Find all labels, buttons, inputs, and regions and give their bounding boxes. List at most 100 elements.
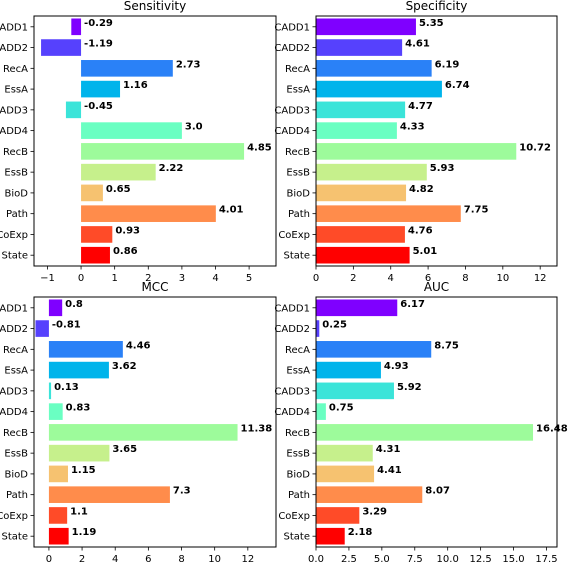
bar-reca xyxy=(48,341,123,358)
y-tick-label: CADD1 xyxy=(0,22,28,33)
bar-path xyxy=(316,205,461,222)
bar-biod xyxy=(316,465,375,483)
data-label: 4.93 xyxy=(384,361,409,372)
bar-state xyxy=(316,527,345,545)
x-tick-label: 12.5 xyxy=(469,554,491,565)
y-tick-label: CADD2 xyxy=(274,324,310,335)
y-tick-label: EssA xyxy=(4,85,28,96)
bar-path xyxy=(48,486,170,503)
y-tick-label: RecB xyxy=(3,428,28,439)
y-tick-label: RecA xyxy=(3,64,28,75)
x-tick-label: 4 xyxy=(112,554,118,565)
y-tick-label: State xyxy=(284,251,310,262)
x-tick-label: 10.0 xyxy=(437,554,459,565)
y-tick-label: EssA xyxy=(286,366,310,377)
y-tick-label: State xyxy=(2,251,28,262)
bar-essb xyxy=(48,444,110,462)
bar-path xyxy=(81,205,216,222)
bar-essb xyxy=(316,163,427,181)
data-label: 5.01 xyxy=(413,246,438,257)
x-tick-label: 0.0 xyxy=(308,554,324,565)
y-tick-label: EssA xyxy=(4,366,28,377)
y-tick-label: EssB xyxy=(4,168,28,179)
bar-essa xyxy=(316,80,442,98)
x-tick-label: 8 xyxy=(462,273,468,284)
y-tick-label: State xyxy=(284,532,310,543)
data-label: 4.46 xyxy=(126,340,151,351)
x-tick-label: 5 xyxy=(246,273,252,284)
subplot-mcc: MCC 0.8 CADD1 -0.81 CADD2 4.46 RecA 3.62 EssA 0.1… xyxy=(0,280,277,565)
bar-coexp xyxy=(48,507,68,524)
data-label: 0.93 xyxy=(115,225,140,236)
y-tick-label: BioD xyxy=(5,469,29,480)
y-tick-label: RecA xyxy=(285,345,310,356)
data-label: 5.93 xyxy=(430,163,455,174)
data-label: 11.38 xyxy=(241,423,273,434)
y-tick-label: Path xyxy=(288,209,310,220)
y-tick-label: CADD1 xyxy=(0,303,28,314)
y-tick-label: CADD4 xyxy=(274,407,310,418)
data-label: 0.8 xyxy=(65,299,83,310)
x-tick-label: 2 xyxy=(79,554,85,565)
bar-cadd3 xyxy=(65,101,82,119)
y-tick-label: CADD2 xyxy=(274,43,310,54)
y-tick-label: Path xyxy=(288,490,310,501)
data-label: 4.01 xyxy=(219,205,244,216)
x-tick-label: 12 xyxy=(241,554,254,565)
bar-biod xyxy=(316,184,407,202)
y-tick-label: CADD4 xyxy=(274,126,310,137)
data-label: -0.81 xyxy=(52,320,81,331)
y-tick-label: CADD2 xyxy=(0,324,28,335)
data-label: 3.0 xyxy=(185,122,203,133)
y-tick-label: RecB xyxy=(285,428,310,439)
data-label: 6.17 xyxy=(400,299,425,310)
chart-title: AUC xyxy=(424,280,449,294)
subplot-specificity: Specificity 5.35 CADD1 4.61 CADD2 6.19 RecA 6.7… xyxy=(274,0,558,284)
bar-reca xyxy=(316,341,432,358)
data-label: 4.61 xyxy=(405,39,430,50)
data-label: 3.29 xyxy=(362,506,387,517)
x-tick-label: 1 xyxy=(111,273,117,284)
y-tick-label: CADD3 xyxy=(0,105,28,116)
data-label: 1.1 xyxy=(70,506,88,517)
bar-cadd3 xyxy=(48,382,52,400)
bar-essa xyxy=(48,361,109,379)
x-tick-label: 12 xyxy=(534,273,547,284)
data-label: 3.62 xyxy=(112,361,137,372)
bar-essb xyxy=(316,444,373,462)
bar-cadd4 xyxy=(316,403,326,420)
y-tick-label: CoExp xyxy=(278,230,310,241)
data-label: 8.75 xyxy=(434,340,459,351)
y-tick-label: BioD xyxy=(287,188,311,199)
chart-title: MCC xyxy=(141,280,168,294)
bar-recb xyxy=(316,143,517,160)
bar-biod xyxy=(48,465,68,483)
data-label: 4.41 xyxy=(377,465,402,476)
x-tick-label: 3 xyxy=(179,273,185,284)
x-tick-label: 8 xyxy=(178,554,184,565)
x-tick-label: −1 xyxy=(40,273,55,284)
y-tick-label: EssA xyxy=(286,85,310,96)
bar-state xyxy=(316,246,410,264)
bar-cadd2 xyxy=(41,39,82,56)
bar-recb xyxy=(48,424,238,441)
bar-path xyxy=(316,486,423,503)
y-tick-label: EssB xyxy=(4,449,28,460)
data-label: 10.72 xyxy=(519,142,551,153)
data-label: 2.22 xyxy=(159,163,184,174)
bar-reca xyxy=(81,60,173,77)
bar-coexp xyxy=(316,507,360,524)
y-tick-label: RecB xyxy=(285,147,310,158)
bar-cadd2 xyxy=(316,39,403,56)
bar-essb xyxy=(81,163,156,181)
y-tick-label: EssB xyxy=(286,168,310,179)
subplot-sensitivity: Sensitivity -0.29 CADD1 -1.19 CADD2 2.73 RecA 1… xyxy=(0,0,277,284)
data-label: 0.13 xyxy=(54,382,79,393)
y-tick-label: CADD1 xyxy=(274,22,310,33)
x-tick-label: 17.5 xyxy=(535,554,557,565)
data-label: 6.19 xyxy=(435,59,460,70)
bar-state xyxy=(48,527,69,545)
data-label: 7.75 xyxy=(464,205,489,216)
y-tick-label: CoExp xyxy=(0,511,28,522)
